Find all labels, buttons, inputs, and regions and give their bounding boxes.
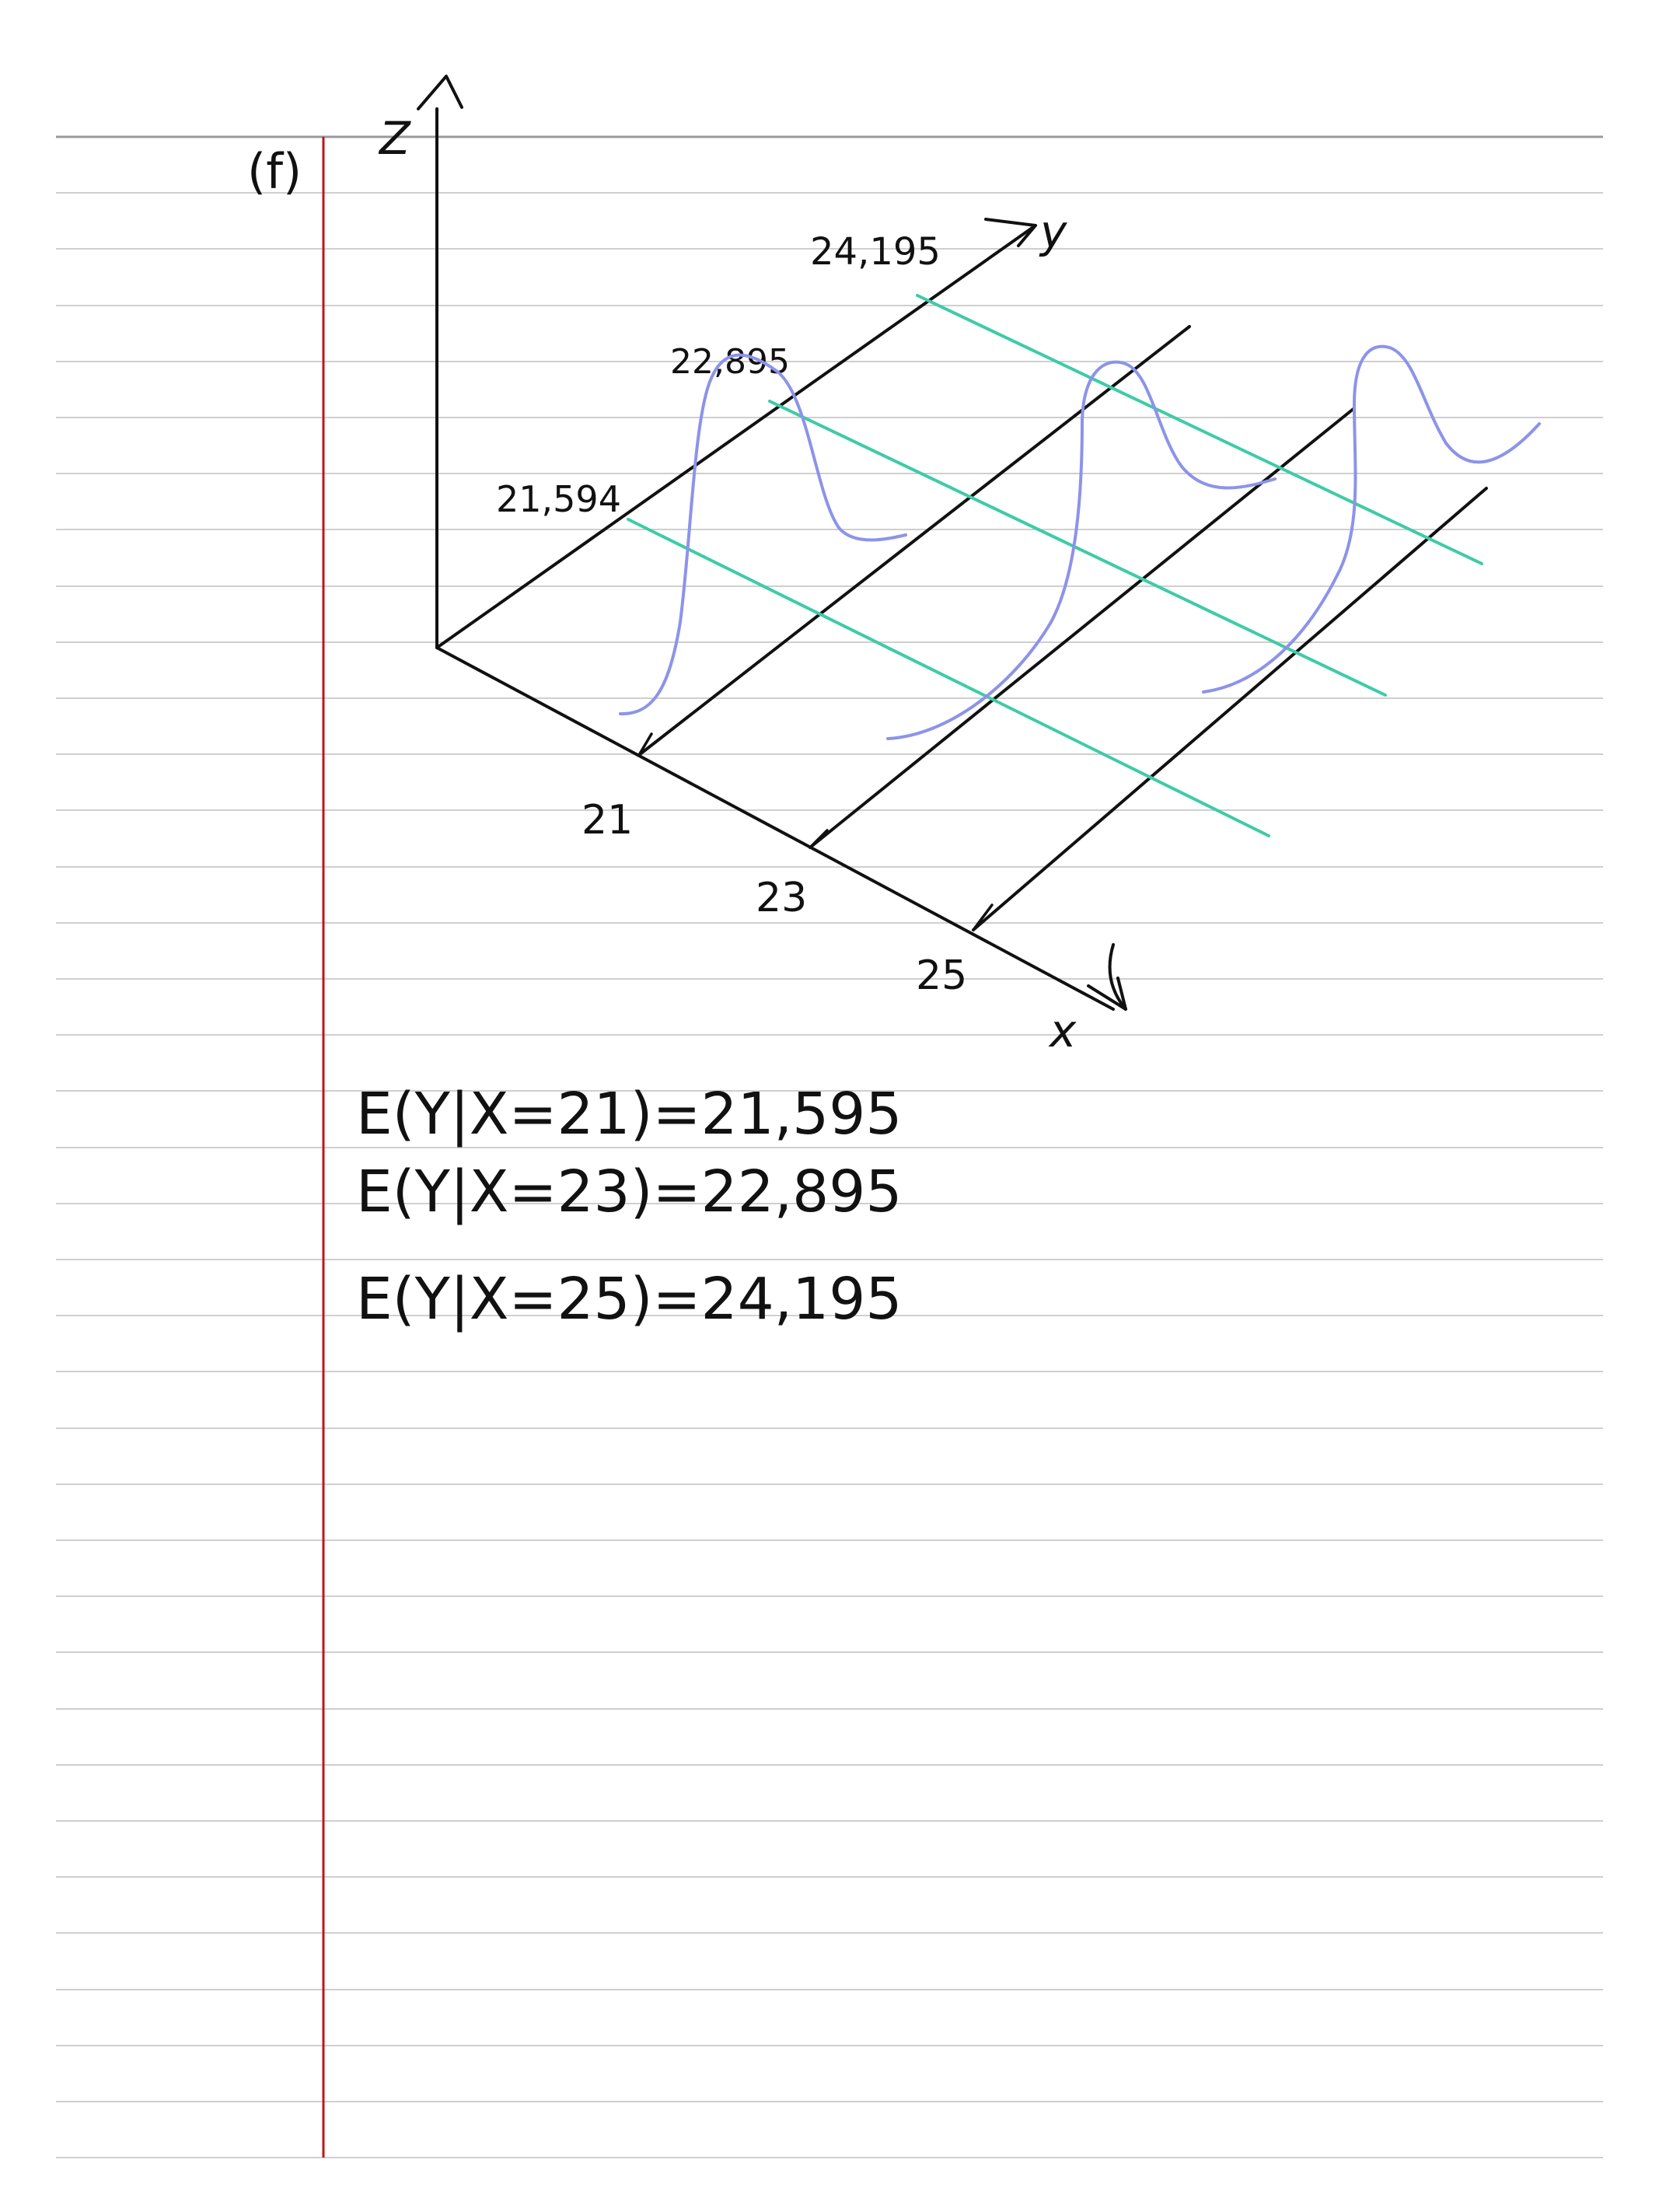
mean-line-21594 — [627, 518, 1270, 837]
x-axis-line — [435, 646, 1115, 1011]
x-tick-label-25: 25 — [916, 952, 967, 999]
z-axis-label: Z — [378, 112, 411, 165]
depth-line-25 — [972, 487, 1488, 931]
equation-x25: E(Y|X=25)=24,195 — [356, 1266, 902, 1333]
distribution-curve-21 — [619, 353, 907, 716]
tick-mark-25 — [972, 903, 994, 931]
tick-mark-23 — [809, 829, 829, 849]
equation-x23: E(Y|X=23)=22,895 — [356, 1158, 902, 1225]
y-tick-label-24195: 24,195 — [810, 230, 941, 274]
x-tick-label-21: 21 — [582, 797, 633, 844]
equation-x21: E(Y|X=21)=21,595 — [356, 1081, 902, 1148]
y-tick-label-21594: 21,594 — [496, 478, 621, 520]
y-axis-label: y — [1039, 205, 1067, 258]
z-axis-arrow-icon — [417, 75, 463, 110]
tick-mark-21 — [637, 732, 653, 757]
depth-line-21 — [637, 325, 1191, 757]
mean-line-24195 — [916, 294, 1483, 565]
y-tick-label-22895: 22,895 — [670, 342, 790, 382]
y-axis-line — [435, 224, 1037, 649]
part-label: (f) — [247, 143, 302, 200]
mean-line-22895 — [768, 400, 1387, 697]
y-axis-arrow-icon — [984, 218, 1037, 247]
x-axis-label: x — [1048, 1005, 1077, 1057]
x-tick-label-23: 23 — [756, 875, 807, 921]
x-axis-arrow-tail — [1108, 943, 1127, 1011]
distribution-curve-25 — [1202, 344, 1541, 694]
distribution-curve-23 — [886, 360, 1277, 740]
